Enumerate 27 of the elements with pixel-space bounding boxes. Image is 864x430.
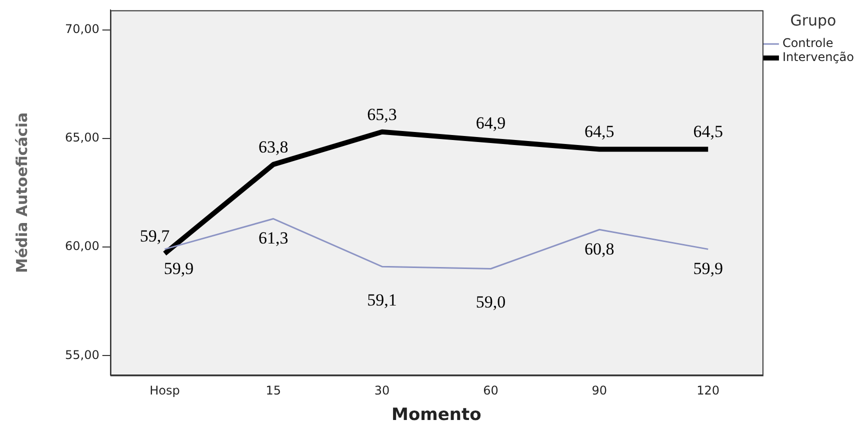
- data-label: 59,9: [164, 259, 194, 278]
- y-tick-label: 70,00: [64, 22, 100, 36]
- x-tick-label: 90: [592, 384, 608, 398]
- y-tick-label: 60,00: [64, 239, 100, 254]
- x-tick-label: 60: [483, 384, 498, 398]
- legend-label: Intervenção: [782, 50, 854, 64]
- data-label: 59,7: [140, 226, 170, 246]
- data-label: 64,5: [693, 122, 723, 142]
- y-axis-title: Média Autoeficácia: [12, 112, 31, 273]
- data-label: 64,5: [584, 122, 614, 142]
- legend-label: Controle: [782, 36, 834, 50]
- data-label: 61,3: [258, 228, 288, 248]
- y-tick-label: 65,00: [64, 130, 100, 145]
- x-tick-label: Hosp: [150, 384, 180, 398]
- x-tick-label: 15: [266, 384, 282, 398]
- data-label: 59,0: [476, 292, 506, 312]
- x-axis-title: Momento: [392, 405, 482, 426]
- data-label: 59,9: [693, 259, 723, 278]
- y-tick-label: 55,00: [64, 348, 100, 362]
- data-label: 64,9: [476, 114, 506, 133]
- data-label: 65,3: [367, 104, 397, 124]
- x-tick-label: 120: [696, 384, 720, 398]
- data-label: 60,8: [584, 240, 614, 259]
- data-label: 59,1: [367, 290, 397, 310]
- x-tick-label: 30: [374, 384, 390, 398]
- legend-title: Grupo: [790, 11, 836, 30]
- data-label: 63,8: [258, 137, 288, 156]
